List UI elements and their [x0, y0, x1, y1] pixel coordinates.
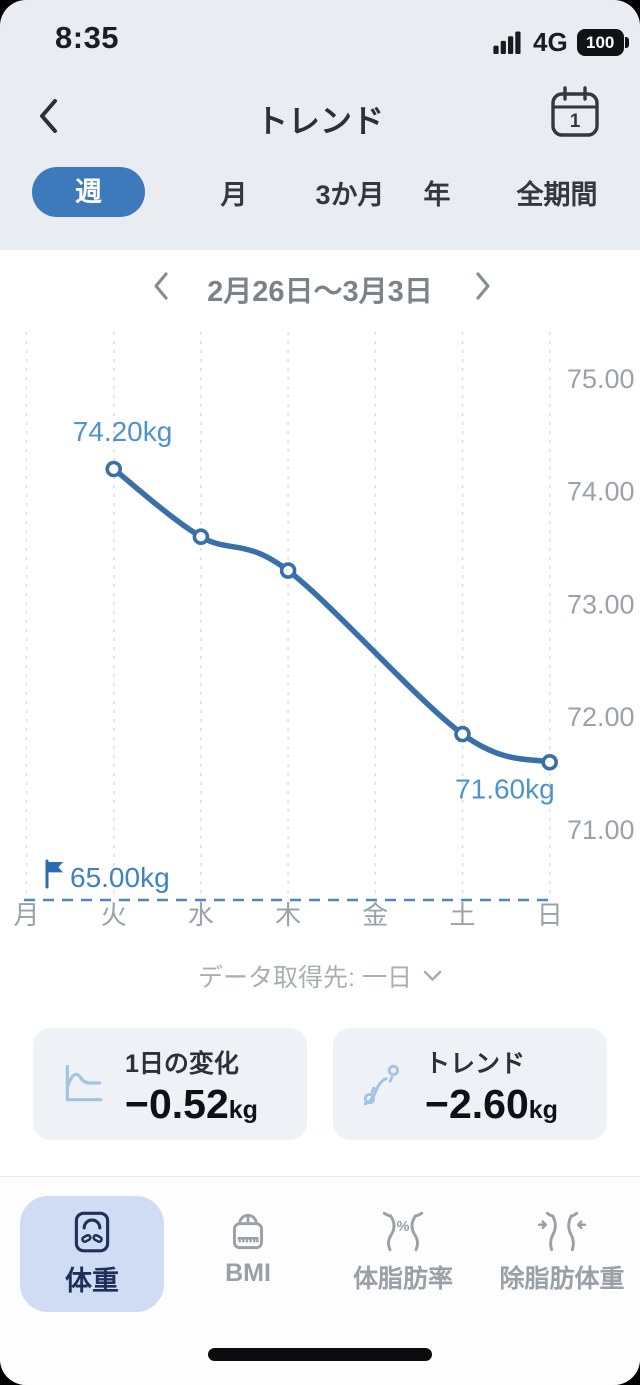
calendar-day-number: 1 [570, 111, 581, 132]
data-point[interactable] [105, 460, 122, 478]
calendar-button[interactable]: 1 [549, 84, 601, 142]
stat-value: −2.60kg [425, 1080, 558, 1127]
bmi-scale-icon [233, 1213, 263, 1250]
tab-week[interactable]: 週 [32, 167, 145, 217]
data-point[interactable] [541, 753, 559, 771]
stat-title: 1日の変化 [125, 1049, 239, 1078]
stat-unit: kg [228, 1095, 258, 1124]
calendar-icon: 1 [551, 86, 599, 137]
nav-divider [0, 1176, 640, 1177]
previous-week-button[interactable] [150, 270, 172, 302]
data-point[interactable] [192, 528, 210, 545]
x-axis-label: 土 [449, 900, 475, 930]
period-tab-bar: 週 月 3か月 年 全期間 [32, 167, 608, 217]
data-point[interactable] [454, 725, 471, 743]
signal-strength-icon [493, 31, 521, 54]
daily-change-chart-icon [65, 1064, 103, 1102]
y-axis-label: 72.00 [567, 702, 635, 732]
chevron-left-icon [154, 272, 168, 300]
chevron-right-icon [476, 272, 490, 300]
data-source-label: データ取得先: 一日 [198, 964, 412, 992]
weight-trend-chart: 月 火 水 木 金 土 日 75.00 74.00 73.00 72.00 71.00 65.00kg 7… [13, 332, 635, 930]
tab-all-time[interactable]: 全期間 [516, 179, 598, 210]
y-axis-label: 73.00 [567, 589, 635, 619]
x-axis-label: 木 [275, 900, 301, 930]
body-fat-waist-icon: % [382, 1211, 424, 1252]
y-axis-label: 71.00 [567, 815, 635, 845]
nav-item-lean-mass[interactable]: 除脂肪体重 [487, 1196, 637, 1312]
data-source-selector[interactable]: データ取得先: 一日 [0, 958, 640, 994]
network-type-label: 4G [533, 27, 568, 57]
chevron-left-icon [40, 99, 57, 133]
back-button[interactable] [34, 96, 64, 136]
x-axis-label: 火 [101, 900, 127, 930]
x-axis-label: 金 [362, 900, 388, 930]
status-time: 8:35 [55, 20, 120, 55]
svg-text:%: % [397, 1219, 410, 1235]
stat-unit: kg [528, 1095, 558, 1124]
nav-item-bmi[interactable]: BMI [173, 1196, 323, 1312]
trend-card: トレンド −2.60kg [333, 1028, 607, 1140]
daily-change-card: 1日の変化 −0.52kg [33, 1028, 307, 1140]
page-title: トレンド [255, 103, 384, 139]
tab-3months[interactable]: 3か月 [315, 179, 385, 210]
trend-line [110, 466, 553, 766]
x-axis-label: 水 [188, 900, 214, 930]
content-sheet [0, 250, 640, 1176]
x-axis-label: 日 [537, 900, 563, 930]
nav-label: 除脂肪体重 [499, 1265, 625, 1293]
tab-month[interactable]: 月 [220, 179, 248, 210]
date-range-label: 2月26日〜3月3日 [207, 276, 433, 308]
x-axis-label: 月 [13, 900, 39, 930]
lean-body-mass-icon [537, 1211, 587, 1252]
trend-curve-icon [363, 1064, 400, 1106]
y-axis-label: 75.00 [567, 364, 635, 394]
nav-item-body-fat[interactable]: % 体脂肪率 [328, 1196, 478, 1312]
data-point[interactable] [279, 562, 297, 579]
goal-flag-icon [47, 862, 63, 873]
battery-percent: 100 [586, 32, 615, 52]
nav-label: 体重 [65, 1266, 119, 1296]
first-point-label: 74.20kg [73, 416, 173, 447]
stat-title: トレンド [425, 1049, 526, 1078]
stat-value: −0.52kg [125, 1080, 258, 1127]
nav-label: 体脂肪率 [352, 1265, 453, 1293]
next-week-button[interactable] [472, 270, 494, 302]
y-axis-label: 74.00 [567, 477, 635, 507]
nav-item-weight[interactable]: 体重 [20, 1196, 164, 1312]
nav-label: BMI [225, 1259, 271, 1287]
last-point-label: 71.60kg [455, 773, 555, 804]
tab-year[interactable]: 年 [423, 179, 451, 210]
goal-weight-label: 65.00kg [70, 862, 170, 893]
chevron-down-icon [423, 970, 442, 981]
status-icons: 4G 100 [492, 27, 629, 58]
home-indicator[interactable] [208, 1348, 432, 1361]
weight-scale-icon [74, 1211, 110, 1253]
battery-icon: 100 [576, 29, 629, 56]
